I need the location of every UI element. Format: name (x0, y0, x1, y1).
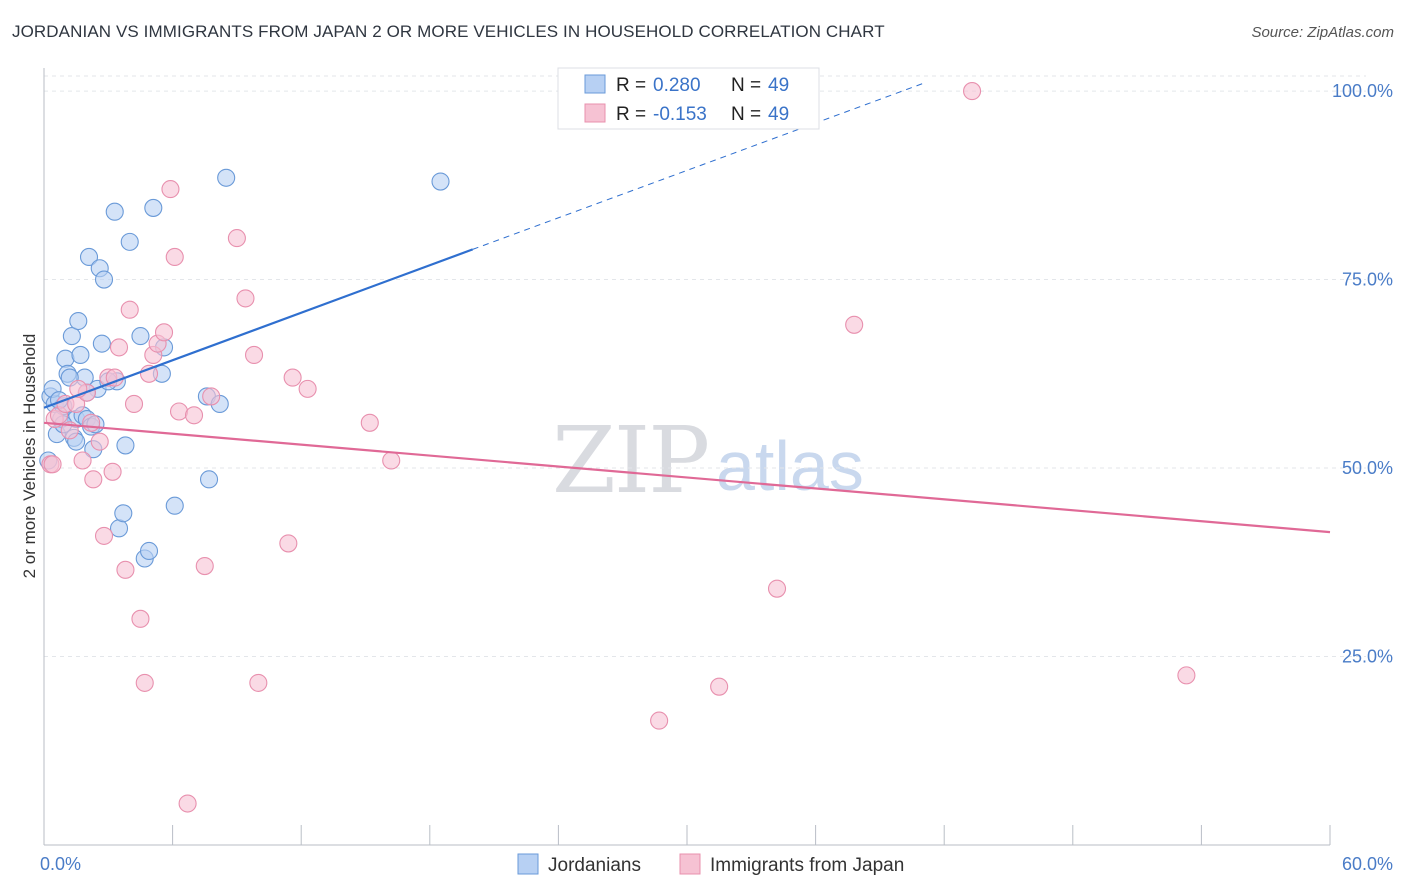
data-point-blue (165, 496, 184, 515)
series-legend: Jordanians Immigrants from Japan (517, 853, 904, 876)
data-point-pink (963, 82, 982, 101)
axes: 25.0% 50.0% 75.0% 100.0% 0.0% 60.0% (40, 68, 1393, 874)
x-tick-label: 0.0% (40, 854, 81, 874)
legend-label: Immigrants from Japan (710, 855, 904, 876)
data-point-pink (103, 462, 122, 481)
data-point-pink (165, 247, 184, 266)
data-point-pink (131, 609, 150, 628)
data-point-pink (124, 394, 144, 414)
correlation-legend: R = 0.280 N = 49 R = -0.153 N = 49 (557, 67, 820, 130)
trend-lines (43, 83, 1331, 534)
x-tick-label: 60.0% (1342, 854, 1393, 874)
data-point-pink (43, 455, 62, 474)
watermark-atlas: atlas (716, 427, 864, 505)
legend-label: Jordanians (548, 855, 641, 876)
legend-n-label: N = (731, 75, 761, 96)
data-point-blue (109, 519, 129, 538)
trend-extension-blue (472, 83, 923, 250)
grid-lines (44, 75, 1366, 658)
data-point-pink (82, 413, 101, 432)
data-point-pink (360, 413, 379, 432)
watermark-zip: ZIP (552, 407, 708, 514)
data-point-blue (71, 345, 90, 365)
legend-swatch-pink (584, 103, 606, 123)
data-point-blue (144, 198, 163, 217)
y-tick-label: 25.0% (1342, 647, 1393, 667)
legend-swatch-pink (679, 853, 701, 875)
data-point-blue (79, 247, 99, 266)
data-point-blue (120, 232, 139, 251)
y-tick-label: 100.0% (1332, 81, 1393, 101)
data-point-pink (184, 406, 204, 425)
data-point-blue (131, 327, 150, 346)
data-point-pink (84, 470, 103, 489)
data-point-pink (767, 579, 787, 598)
y-tick-label: 50.0% (1342, 458, 1393, 478)
data-point-pink (279, 534, 298, 553)
data-point-pink (298, 379, 317, 398)
data-point-pink (382, 451, 401, 470)
data-point-pink (120, 300, 139, 319)
trend-line-blue (43, 248, 474, 409)
legend-n-value: 49 (768, 75, 789, 96)
data-point-pink (227, 229, 246, 248)
data-point-pink (283, 368, 302, 387)
data-point-blue (69, 311, 88, 331)
legend-n-label: N = (731, 104, 761, 125)
data-point-pink (710, 677, 729, 696)
data-point-blue (114, 504, 133, 523)
legend-n-value: 49 (768, 104, 789, 125)
data-point-pink (195, 556, 214, 576)
y-axis-title: 2 or more Vehicles in Household (20, 334, 39, 579)
data-point-blue (217, 168, 236, 187)
data-point-blue (92, 334, 111, 353)
chart-title: JORDANIAN VS IMMIGRANTS FROM JAPAN 2 OR … (12, 22, 885, 41)
data-point-pink (236, 289, 255, 308)
legend-r-label: R = (616, 104, 646, 125)
source-credit: Source: ZipAtlas.com (1251, 24, 1394, 41)
legend-r-value: -0.153 (653, 104, 707, 125)
data-point-pink (73, 451, 92, 470)
data-point-blue (62, 327, 81, 346)
data-point-pink (116, 560, 135, 579)
data-point-blue (139, 541, 159, 561)
legend-r-label: R = (616, 75, 646, 96)
data-point-pink (154, 323, 174, 342)
data-point-blue (94, 270, 114, 289)
data-point-pink (94, 526, 114, 545)
data-point-blue (199, 470, 219, 489)
legend-r-value: 0.280 (653, 75, 701, 96)
data-point-pink (249, 673, 268, 692)
data-point-pink (90, 432, 109, 451)
data-point-pink (845, 315, 864, 334)
data-point-pink (109, 338, 129, 357)
data-point-pink (202, 387, 221, 406)
data-point-blue (56, 349, 75, 368)
data-point-pink (161, 180, 180, 199)
data-point-pink (169, 402, 189, 421)
legend-swatch-blue (584, 74, 606, 94)
data-point-blue (116, 436, 135, 455)
data-point-pink (1177, 666, 1196, 685)
data-point-blue (431, 172, 450, 191)
data-point-blue (105, 202, 124, 221)
data-point-pink (178, 794, 197, 813)
y-tick-label: 75.0% (1342, 270, 1393, 290)
data-point-pink (650, 711, 669, 730)
data-point-pink (135, 673, 154, 692)
legend-swatch-blue (517, 853, 539, 875)
data-point-pink (244, 345, 264, 365)
trend-line-pink (43, 421, 1331, 534)
